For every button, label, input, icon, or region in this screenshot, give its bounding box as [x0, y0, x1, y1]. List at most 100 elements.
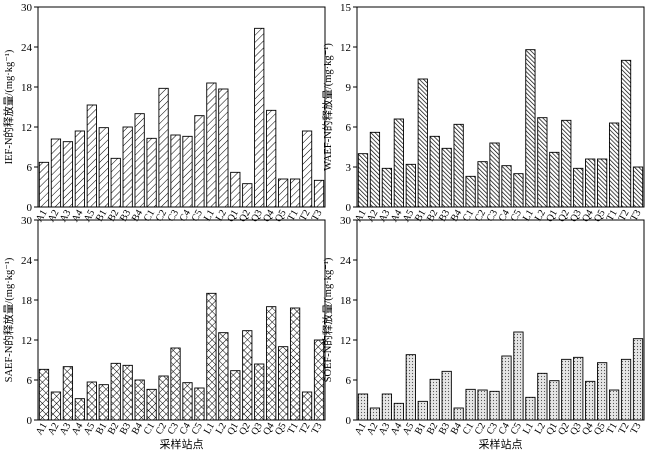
y-tick-label: 12	[340, 335, 351, 347]
chart-panel-4: 0 6 12 18 24 30 A1A2A3A4A5B1B2B3B4C1C2C3C4C5L1…	[321, 215, 645, 451]
category-label: A2	[365, 421, 381, 437]
category-label: C3	[166, 421, 181, 437]
y-axis-title: WAEF-N的释放量/(mg·kg⁻¹)	[321, 43, 334, 171]
y-tick-label: 0	[346, 415, 352, 427]
bar-B2	[429, 135, 440, 208]
y-tick-label: 18	[340, 295, 352, 307]
category-label: L2	[533, 208, 548, 223]
plot-frame	[356, 6, 645, 208]
y-tick-label: 12	[21, 122, 32, 134]
bar-A3	[62, 366, 74, 421]
bar-A4	[74, 398, 85, 421]
bar-B2	[429, 378, 440, 421]
bar-Q3	[254, 363, 265, 421]
category-label: T1	[605, 208, 620, 223]
category-label: C1	[142, 421, 157, 437]
chart-panel-1: 0612182430A1A2A3A4A5B1B2B3B4C1C2C3C4C5L1…	[2, 2, 326, 224]
y-tick-label: 6	[346, 122, 352, 134]
bar-L1	[525, 396, 536, 421]
bar-A4	[393, 118, 404, 208]
category-label: Q4	[580, 421, 596, 437]
bar-T3	[632, 166, 644, 208]
bar-C5	[194, 387, 205, 421]
bar-B1	[98, 384, 109, 421]
bar-Q4	[585, 380, 596, 421]
bar-C2	[158, 375, 169, 421]
bar-T1	[289, 307, 301, 421]
bar-C1	[465, 388, 476, 421]
category-label: Q1	[225, 421, 241, 437]
plot-frame	[37, 6, 326, 208]
bar-L2	[537, 372, 548, 421]
bar-A1	[357, 393, 369, 421]
category-label: L1	[202, 421, 217, 436]
y-tick-label: 18	[21, 82, 33, 94]
plot-frame	[356, 219, 645, 421]
bar-L2	[218, 332, 229, 421]
bar-B3	[122, 364, 133, 421]
category-label: T3	[629, 208, 644, 223]
bar-A1	[38, 161, 50, 208]
category-label: A4	[389, 421, 405, 437]
bar-Q4	[585, 158, 596, 208]
bar-A2	[369, 407, 381, 421]
category-label: B4	[449, 421, 464, 437]
category-label: L2	[214, 208, 229, 223]
category-label: A3	[58, 421, 74, 437]
category-label: B1	[94, 421, 109, 437]
bar-B2	[110, 157, 121, 208]
category-label: B4	[130, 421, 145, 437]
y-tick-label: 30	[21, 2, 33, 14]
bar-Q5	[597, 158, 608, 208]
y-tick-label: 0	[346, 202, 352, 214]
bar-C2	[477, 161, 488, 208]
bar-C4	[182, 382, 193, 421]
category-label: C3	[485, 421, 500, 437]
bar-A5	[405, 163, 416, 208]
category-label: T3	[310, 208, 325, 223]
bar-Q2	[242, 183, 253, 208]
category-label: C4	[178, 421, 193, 437]
bar-T3	[632, 338, 644, 421]
category-label: L1	[202, 208, 217, 223]
bar-A5	[405, 354, 416, 421]
bar-C3	[489, 142, 500, 208]
bar-B2	[110, 362, 121, 421]
y-axis-title: IEF-N的释放量/(mg·kg⁻¹)	[2, 49, 15, 164]
bar-B3	[441, 370, 452, 421]
chart-panel-2: 03691215A1A2A3A4A5B1B2B3B4C1C2C3C4C5L1L2…	[321, 2, 645, 224]
y-tick-label: 12	[21, 335, 32, 347]
bar-T2	[301, 391, 313, 421]
bar-C5	[194, 115, 205, 208]
bar-Q1	[549, 151, 560, 208]
x-axis-title: 采样站点	[479, 437, 523, 451]
bar-B4	[453, 407, 464, 421]
bar-C2	[158, 87, 169, 208]
category-label: T2	[298, 208, 313, 223]
y-tick-label: 0	[27, 415, 33, 427]
bar-Q1	[230, 370, 241, 421]
bar-C3	[489, 390, 500, 421]
bar-T1	[289, 178, 301, 208]
bar-B4	[134, 113, 145, 208]
bar-B3	[122, 126, 133, 208]
y-tick-label: 24	[21, 255, 33, 267]
bar-A4	[74, 130, 85, 208]
category-label: Q2	[237, 421, 253, 437]
bar-L1	[206, 82, 217, 208]
bar-L2	[537, 117, 548, 208]
bar-A5	[86, 104, 97, 208]
y-tick-label: 30	[340, 215, 352, 227]
y-tick-label: 12	[340, 42, 351, 54]
bar-Q3	[573, 356, 584, 421]
bar-L1	[206, 292, 217, 421]
bar-Q5	[597, 362, 608, 421]
bar-T3	[313, 179, 325, 208]
category-label: C4	[497, 421, 512, 437]
category-label: B1	[413, 421, 428, 437]
category-label: C2	[473, 421, 488, 437]
bar-A2	[369, 131, 381, 208]
bar-Q2	[561, 119, 572, 208]
bar-C1	[465, 175, 476, 208]
